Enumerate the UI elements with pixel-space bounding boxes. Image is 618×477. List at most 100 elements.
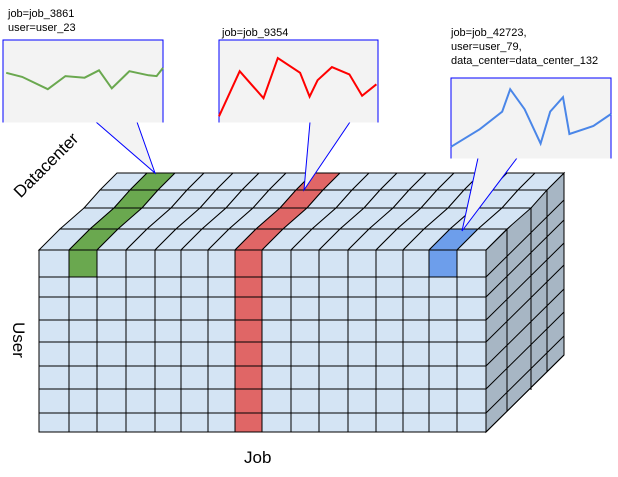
label-line: user=user_23 <box>8 22 76 34</box>
front-cell <box>68 412 98 433</box>
side-grid-line <box>485 335 565 414</box>
front-cell <box>125 388 156 414</box>
front-cell <box>125 296 156 321</box>
callout-box <box>2 39 164 123</box>
front-cell <box>96 412 127 433</box>
front-cell <box>402 412 430 433</box>
front-cell <box>68 319 98 343</box>
front-cell <box>234 412 263 433</box>
front-cell <box>318 412 349 433</box>
front-cell <box>347 296 377 321</box>
front-cell <box>402 341 430 367</box>
front-cell <box>428 365 458 390</box>
callout-joint <box>219 120 378 123</box>
front-cell <box>154 276 182 298</box>
front-cell <box>207 276 236 298</box>
sparkline-series <box>5 67 164 91</box>
front-cell <box>375 296 404 321</box>
callout-label-red: job=job_9354 <box>222 26 288 40</box>
front-cell <box>125 341 156 367</box>
front-cell <box>96 296 127 321</box>
front-cell <box>154 296 182 321</box>
front-cell <box>96 341 127 367</box>
front-cell <box>38 319 70 343</box>
sparkline-series <box>450 87 612 148</box>
front-cell <box>290 276 320 298</box>
front-cell <box>154 412 182 433</box>
front-cell <box>180 276 209 298</box>
callout-joint <box>3 120 163 123</box>
front-cell <box>96 319 127 343</box>
front-cell <box>125 412 156 433</box>
front-cell <box>347 249 377 278</box>
front-cell <box>68 365 98 390</box>
front-cell <box>68 249 98 278</box>
front-cell <box>154 319 182 343</box>
side-grid-line <box>485 354 565 433</box>
front-cell <box>428 412 458 433</box>
front-cell <box>375 365 404 390</box>
front-cell <box>402 388 430 414</box>
front-cell <box>347 276 377 298</box>
front-cell <box>261 296 292 321</box>
front-cell <box>347 388 377 414</box>
front-cell <box>125 319 156 343</box>
front-cell <box>428 341 458 367</box>
front-cell <box>180 412 209 433</box>
front-cell <box>96 276 127 298</box>
callout-label-green: job=job_3861 user=user_23 <box>8 7 76 35</box>
front-cell <box>402 365 430 390</box>
front-cell <box>290 249 320 278</box>
front-cell <box>234 341 263 367</box>
front-cell <box>402 249 430 278</box>
front-cell <box>290 412 320 433</box>
front-cell <box>125 365 156 390</box>
front-cell <box>234 296 263 321</box>
label-line: job=job_3861 <box>8 8 75 20</box>
front-cell <box>428 276 458 298</box>
front-cell <box>38 388 70 414</box>
front-cell <box>375 388 404 414</box>
front-cell <box>318 276 349 298</box>
label-line: job=job_42723, <box>451 27 527 39</box>
front-cell <box>347 341 377 367</box>
front-cell <box>180 319 209 343</box>
side-grid-line <box>485 242 565 321</box>
front-cell <box>180 296 209 321</box>
front-cell <box>38 276 70 298</box>
side-grid-line <box>485 264 565 343</box>
axis-label-job: Job <box>244 448 272 467</box>
front-cell <box>261 365 292 390</box>
front-cell <box>207 388 236 414</box>
front-cell <box>261 276 292 298</box>
front-cell <box>290 365 320 390</box>
front-cell <box>261 249 292 278</box>
callout-joint <box>451 156 611 159</box>
front-cell <box>402 276 430 298</box>
front-cell <box>456 319 487 343</box>
front-cell <box>207 249 236 278</box>
front-cell <box>207 296 236 321</box>
front-cell <box>402 296 430 321</box>
front-cell <box>38 365 70 390</box>
front-cell <box>456 412 487 433</box>
sparkline-series <box>218 56 378 117</box>
front-cell <box>375 319 404 343</box>
front-cell <box>125 249 156 278</box>
front-cell <box>234 249 263 278</box>
front-cell <box>154 388 182 414</box>
front-cell <box>96 365 127 390</box>
front-cell <box>375 341 404 367</box>
front-cell <box>234 319 263 343</box>
front-cell <box>68 296 98 321</box>
front-cell <box>318 341 349 367</box>
front-cell <box>68 388 98 414</box>
front-cell <box>375 412 404 433</box>
front-cell <box>456 249 487 278</box>
front-cell <box>207 341 236 367</box>
front-cell <box>96 249 127 278</box>
callout-box <box>450 77 612 159</box>
front-cell <box>261 319 292 343</box>
